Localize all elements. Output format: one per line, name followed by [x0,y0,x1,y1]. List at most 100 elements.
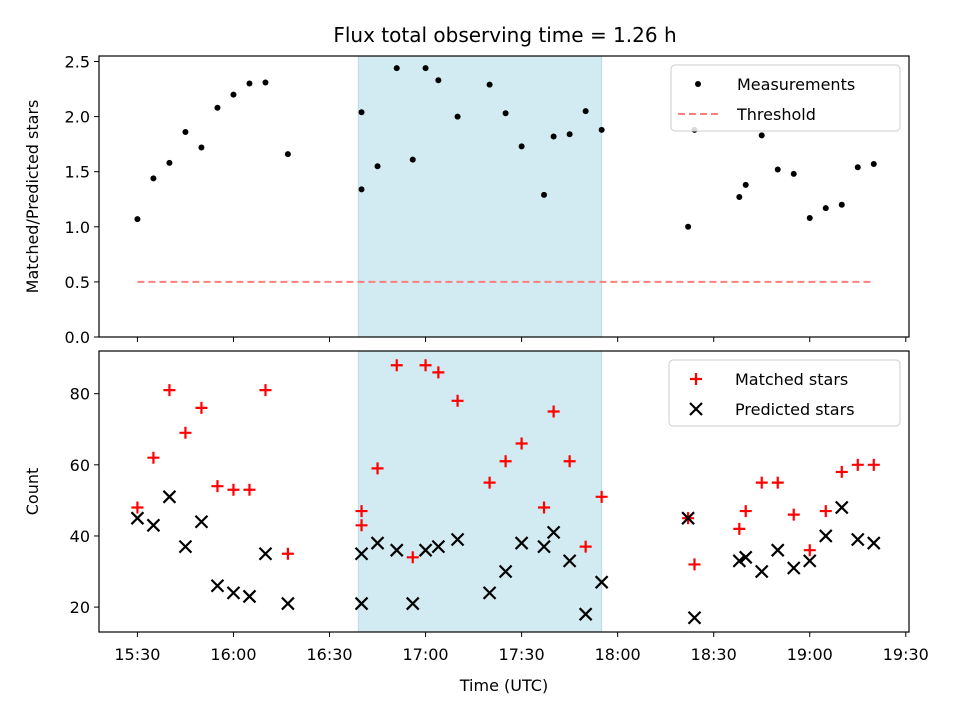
legend-label: Measurements [737,75,855,94]
measurement-point [166,159,173,166]
matched-star-point [499,455,512,468]
predicted-star-point [594,575,609,589]
measurement-point [262,79,269,86]
predicted-star-point [732,554,747,568]
measurement-point [182,129,189,136]
measurement-point [454,113,461,120]
measurement-point [502,110,509,117]
matched-star-point [739,505,752,518]
matched-star-point [538,501,551,514]
matched-star-point [688,558,701,571]
measurement-point [758,132,765,139]
measurement-point [518,143,525,150]
matched-star-point [147,451,160,464]
measurement-point [393,65,400,72]
y-tick-label: 2.5 [65,53,90,72]
matched-star-point [755,476,768,489]
bottom-panel: 20 40 60 80 15:30 16:00 16:30 17:00 17:30 18:00 18… [23,350,929,695]
x-tick-label: 19:00 [787,645,833,664]
axes-frame [98,55,910,338]
predicted-star-point [802,554,817,568]
legend-label: Matched stars [735,370,848,389]
matched-star-point [563,455,576,468]
measurement-point [541,191,548,198]
predicted-star-point [194,514,209,529]
x-tick-label: 17:30 [499,645,545,664]
measurement-point [409,156,416,163]
y-tick-label: 1.5 [65,163,90,182]
measurement-point [742,181,749,188]
matched-star-point [195,401,208,414]
measurement-point [838,201,845,208]
predicted-star-point [354,596,369,611]
x-tick-label: 16:30 [306,645,352,664]
predicted-star-point [130,511,145,525]
predicted-star-point [431,539,446,554]
x-tick-label: 17:00 [403,645,449,664]
predicted-star-point [162,490,177,504]
matched-star-point [390,359,403,372]
matched-star-point [243,483,256,496]
measurement-point [198,144,205,151]
legend: Measurements Threshold [670,64,901,132]
legend-label: Threshold [736,105,816,124]
y-tick-label: 40 [70,527,90,546]
matched-star-point [867,458,880,471]
predicted-star-point [281,596,295,611]
predicted-star-point [389,543,404,557]
measurement-point [486,81,493,88]
predicted-star-point [210,578,225,593]
measurement-point [358,109,365,116]
matched-star-point [851,458,864,471]
predicted-star-point [578,607,593,621]
top-panel: 0.0 0.5 1.0 1.5 2.0 2.5 Matched/Predicted star… [23,53,910,347]
predicted-star-point [482,586,497,600]
predicted-star-point [418,543,433,557]
y-tick-label: 0.0 [65,328,90,347]
measurement-point [736,194,743,201]
measurement-point [134,216,141,223]
matched-star-point [419,359,432,372]
y-tick-label: 0.5 [65,273,90,292]
measurement-point [150,175,157,182]
x-tick-label: 18:30 [691,645,737,664]
predicted-star-point [818,529,833,543]
predicted-star-point [370,536,385,550]
measurement-point [598,126,605,133]
shaded-region [357,55,603,338]
legend-measurement-swatch [695,81,701,87]
axes-frame [98,350,910,633]
predicted-star-point [146,518,161,533]
predicted-star-point [754,564,769,579]
measurement-point [774,166,781,173]
predicted-star-point [242,589,257,604]
legend-predicted-swatch [689,402,703,416]
y-tick-label: 1.0 [65,218,90,237]
measurement-point [358,186,365,193]
matched-star-point [803,544,816,557]
x-tick-label: 16:00 [210,645,256,664]
x-tick-label: 19:30 [883,645,929,664]
matched-star-point [355,505,368,518]
matched-star-point [595,490,608,503]
measurement-point [854,164,861,171]
legend-box [670,64,901,132]
measurement-point [214,104,221,111]
x-tick-label: 18:00 [595,645,641,664]
matched-star-point [733,522,746,535]
chart-title: Flux total observing time = 1.26 h [333,23,676,47]
matched-star-point [819,505,832,518]
predicted-star-point [834,500,849,515]
measurement-point [822,205,829,212]
measurement-point [790,170,797,177]
measurement-point [435,77,442,84]
matched-star-point [432,366,445,379]
matched-star-point [579,540,592,553]
predicted-star-point [226,586,241,600]
measurement-point [685,223,692,230]
predicted-star-point [354,546,369,561]
x-tick-label: 15:30 [114,645,160,664]
matched-star-point [406,551,419,564]
y-tick-label: 80 [70,385,90,404]
